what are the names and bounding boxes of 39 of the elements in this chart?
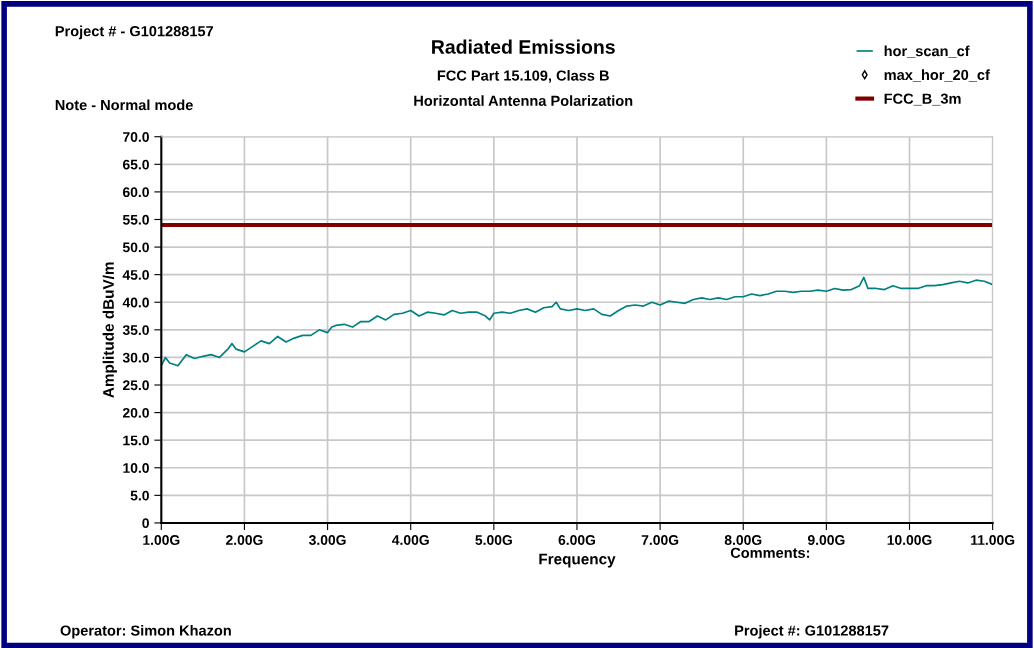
y-tick-label: 50.0 <box>122 242 149 253</box>
y-tick-label: 10.0 <box>123 463 149 473</box>
x-axis-title: Frequency <box>539 553 616 568</box>
y-tick-label: 35.0 <box>122 325 149 336</box>
y-tick-label: 0 <box>142 518 149 529</box>
y-tick-label: 5.0 <box>130 490 149 501</box>
x-tick-label: 8.00G <box>724 535 762 545</box>
x-tick-label: 3.00G <box>308 535 346 545</box>
x-tick-label: 7.00G <box>641 535 679 545</box>
x-tick-label: 10.00G <box>887 535 932 545</box>
chart-title: Radiated Emissions <box>432 39 615 54</box>
y-tick-label: 65.0 <box>122 159 149 170</box>
legend-label: max_hor_20_cf <box>884 69 990 82</box>
y-tick-label: 25.0 <box>122 380 149 391</box>
line-series <box>161 276 993 367</box>
x-tick-label: 11.00G <box>971 535 1015 545</box>
y-tick-label: 20.0 <box>122 407 149 418</box>
y-tick-label: 55.0 <box>122 214 149 225</box>
text: Operator: Simon Khazon <box>60 625 231 639</box>
x-tick-label: 9.00G <box>807 535 845 545</box>
y-tick-label: 15.0 <box>123 435 149 446</box>
y-tick-label: 30.0 <box>122 352 149 363</box>
text: Note - Normal mode <box>55 99 193 111</box>
text: Project # - G101288157 <box>55 25 214 40</box>
x-tick-label: 1.00G <box>143 535 180 545</box>
y-tick-label: 40.0 <box>122 297 149 308</box>
chart-subtitle: FCC Part 15.109, Class B Horizontal Antenna Polarization <box>414 70 633 106</box>
y-tick-label: 70.0 <box>123 132 149 142</box>
x-tick-label: 5.00G <box>475 535 512 545</box>
x-tick-label: 4.00G <box>392 535 429 545</box>
y-tick-label: 60.0 <box>122 187 149 198</box>
legend-label: FCC_B_3m <box>884 93 961 106</box>
y-tick-label: 45.0 <box>122 269 149 280</box>
x-tick-label: 2.00G <box>226 535 263 545</box>
text: Project #: G101288157 <box>735 625 889 639</box>
legend-label: hor_scan_cf <box>884 45 970 58</box>
x-tick-label: 6.00G <box>558 535 596 545</box>
y-axis-title: Amplitude dBuV/m <box>102 262 117 398</box>
text: Comments: <box>730 547 810 558</box>
